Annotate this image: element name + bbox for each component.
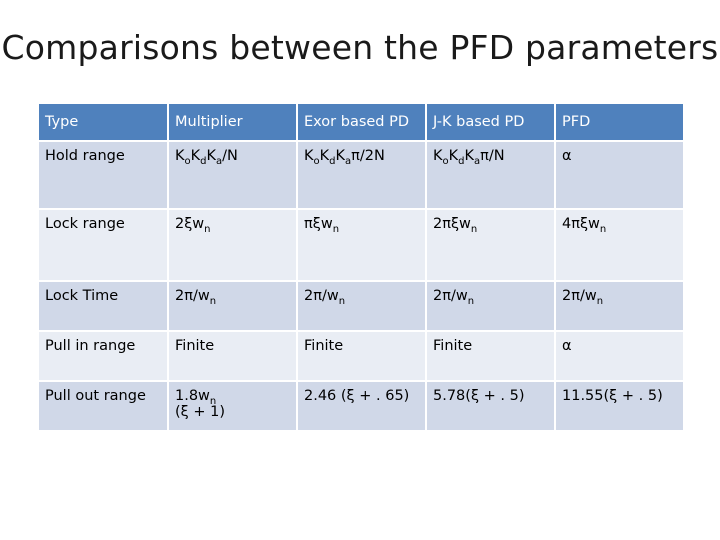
cell-text: K bbox=[304, 148, 314, 164]
cell-text: π/N bbox=[480, 148, 505, 164]
table-cell: 2πξwn bbox=[425, 208, 556, 282]
table-row: Hold range KoKdKa/N KoKdKaπ/2N KoKdKaπ/N… bbox=[37, 140, 685, 210]
cell-text: (ξ + 1) bbox=[175, 404, 225, 420]
cell-text: 2πξw bbox=[433, 216, 471, 232]
cell-text: 2π/w bbox=[304, 288, 339, 304]
row-label: Lock Time bbox=[37, 280, 169, 332]
column-header: Type bbox=[37, 102, 169, 142]
cell-text: 1.8w bbox=[175, 388, 210, 404]
cell-text: K bbox=[335, 148, 346, 164]
subscript: n bbox=[209, 396, 217, 407]
row-label: Hold range bbox=[37, 140, 169, 210]
table-row: Lock range 2ξwn πξwn 2πξwn 4πξwn bbox=[37, 208, 685, 282]
cell-text: 2π/w bbox=[562, 288, 597, 304]
cell-text: α bbox=[562, 338, 572, 354]
cell-text: α bbox=[562, 148, 572, 164]
cell-text: Finite bbox=[433, 338, 473, 354]
table-cell: Finite bbox=[296, 330, 427, 382]
cell-text: K bbox=[464, 148, 475, 164]
cell-text: 2π/w bbox=[433, 288, 468, 304]
subscript: a bbox=[345, 156, 352, 167]
subscript: a bbox=[474, 156, 481, 167]
table-cell: 2ξwn bbox=[167, 208, 298, 282]
column-header: Multiplier bbox=[167, 102, 298, 142]
cell-text: K bbox=[206, 148, 217, 164]
cell-text: 11.55(ξ + . 5) bbox=[562, 388, 663, 404]
cell-text: K bbox=[175, 148, 185, 164]
page-title: Comparisons between the PFD parameters bbox=[1, 28, 719, 67]
table-row: Lock Time 2π/wn 2π/wn 2π/wn 2π/wn bbox=[37, 280, 685, 332]
cell-text: πξw bbox=[304, 216, 333, 232]
table-cell: 4πξwn bbox=[554, 208, 685, 282]
table-cell: 2π/wn bbox=[296, 280, 427, 332]
cell-text: K bbox=[190, 148, 201, 164]
comparison-table: Type Multiplier Exor based PD J-K based … bbox=[37, 102, 685, 432]
subscript: n bbox=[596, 296, 604, 307]
table-cell: α bbox=[554, 140, 685, 210]
table-cell: KoKdKa/N bbox=[167, 140, 298, 210]
cell-text: Finite bbox=[304, 338, 344, 354]
subscript: n bbox=[209, 296, 217, 307]
subscript: d bbox=[329, 156, 336, 167]
table-cell: KoKdKaπ/2N bbox=[296, 140, 427, 210]
subscript: d bbox=[200, 156, 207, 167]
subscript: n bbox=[467, 296, 475, 307]
cell-text: Finite bbox=[175, 338, 215, 354]
table-cell: 2π/wn bbox=[554, 280, 685, 332]
cell-text: K bbox=[319, 148, 330, 164]
table-cell: 11.55(ξ + . 5) bbox=[554, 380, 685, 432]
table-cell: KoKdKaπ/N bbox=[425, 140, 556, 210]
table-row: Pull in range Finite Finite Finite α bbox=[37, 330, 685, 382]
cell-text: 2ξw bbox=[175, 216, 205, 232]
subscript: n bbox=[470, 224, 478, 235]
subscript: d bbox=[458, 156, 465, 167]
subscript: n bbox=[338, 296, 346, 307]
column-header: Exor based PD bbox=[296, 102, 427, 142]
subscript: o bbox=[184, 156, 191, 167]
table-cell: 2π/wn bbox=[167, 280, 298, 332]
subscript: n bbox=[599, 224, 607, 235]
subscript: n bbox=[204, 224, 211, 235]
table-cell: α bbox=[554, 330, 685, 382]
subscript: o bbox=[442, 156, 449, 167]
table-cell: 5.78(ξ + . 5) bbox=[425, 380, 556, 432]
table-cell: 2.46 (ξ + . 65) bbox=[296, 380, 427, 432]
row-label: Lock range bbox=[37, 208, 169, 282]
cell-text: /N bbox=[222, 148, 238, 164]
column-header: PFD bbox=[554, 102, 685, 142]
table-cell: 2π/wn bbox=[425, 280, 556, 332]
table-cell: Finite bbox=[425, 330, 556, 382]
cell-text: 2.46 (ξ + . 65) bbox=[304, 388, 410, 404]
cell-text: 5.78(ξ + . 5) bbox=[433, 388, 525, 404]
cell-text: π/2N bbox=[351, 148, 385, 164]
cell-text: K bbox=[448, 148, 459, 164]
subscript: n bbox=[332, 224, 340, 235]
table-cell: Finite bbox=[167, 330, 298, 382]
cell-text: K bbox=[433, 148, 443, 164]
cell-text: 2π/w bbox=[175, 288, 210, 304]
subscript: o bbox=[313, 156, 320, 167]
table-row: Pull out range 1.8wn (ξ + 1) 2.46 (ξ + . … bbox=[37, 380, 685, 432]
row-label: Pull in range bbox=[37, 330, 169, 382]
column-header: J-K based PD bbox=[425, 102, 556, 142]
table-cell: πξwn bbox=[296, 208, 427, 282]
table-cell: 1.8wn (ξ + 1) bbox=[167, 380, 298, 432]
row-label: Pull out range bbox=[37, 380, 169, 432]
cell-text: 4πξw bbox=[562, 216, 600, 232]
table-header-row: Type Multiplier Exor based PD J-K based … bbox=[37, 102, 685, 142]
subscript: a bbox=[216, 156, 223, 167]
